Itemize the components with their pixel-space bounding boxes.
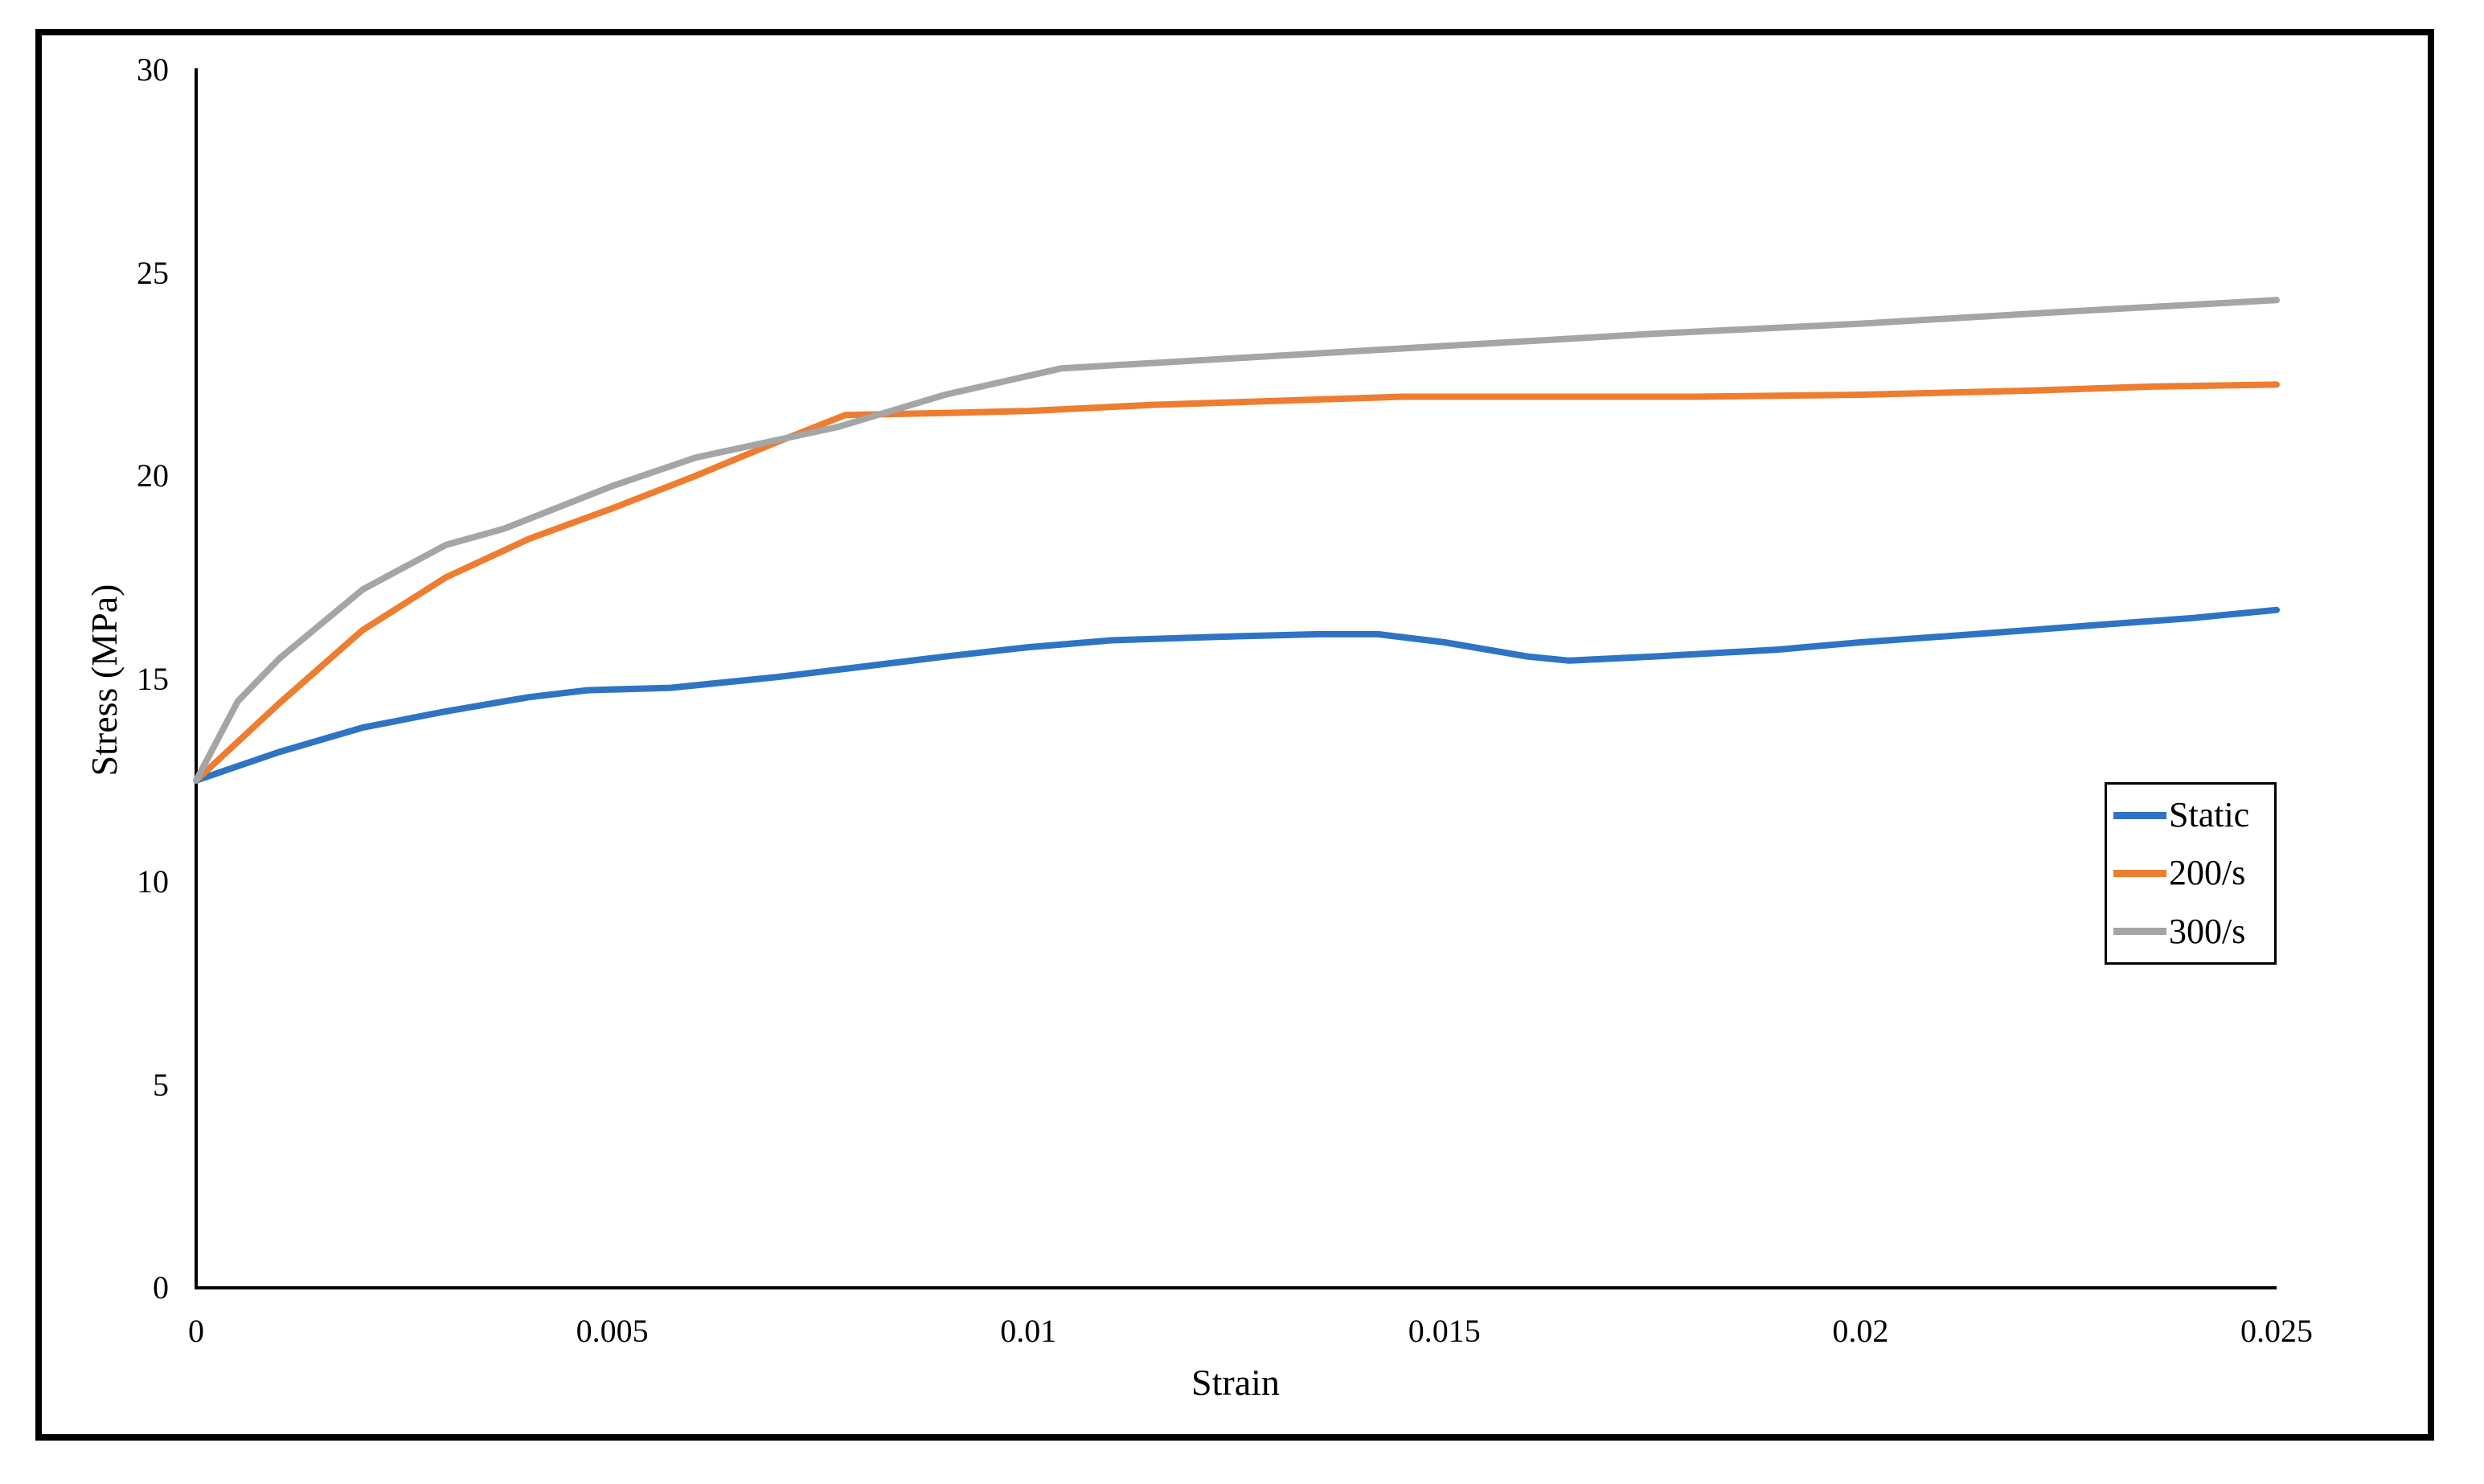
y-tick-label: 5 [153, 1066, 169, 1103]
y-tick-label: 10 [137, 863, 169, 900]
legend-line-swatch [2113, 928, 2166, 936]
x-tick-label: 0.02 [1832, 1313, 1889, 1349]
legend: Static 200/s 300/s [2105, 782, 2277, 965]
x-tick-label: 0.005 [576, 1313, 649, 1349]
series-lines [193, 297, 2280, 784]
legend-label: Static [2169, 795, 2250, 835]
legend-label: 200/s [2169, 853, 2246, 893]
legend-line-swatch [2113, 869, 2166, 877]
y-axis-title: Stress (MPa) [84, 584, 125, 777]
series-line-300-s [193, 297, 2280, 784]
series-line-static [193, 606, 2280, 784]
legend-line-swatch [2113, 811, 2166, 819]
figure-border [35, 29, 2434, 1441]
x-tick-label: 0 [188, 1313, 204, 1349]
y-tick-label: 20 [137, 457, 169, 494]
x-axis-title: Strain [1191, 1362, 1280, 1403]
legend-entry: 300/s [2113, 912, 2274, 951]
legend-label: 300/s [2169, 911, 2246, 951]
x-tick-label: 0.01 [1000, 1313, 1057, 1349]
x-tick-label: 0.015 [1408, 1313, 1481, 1349]
series-line-200-s [193, 381, 2280, 784]
y-tick-label: 0 [153, 1269, 169, 1306]
legend-entry: Static [2113, 796, 2274, 834]
y-tick-label: 30 [137, 51, 169, 88]
legend-entry: 200/s [2113, 854, 2274, 892]
y-tick-label: 25 [137, 254, 169, 291]
y-tick-label: 15 [137, 660, 169, 697]
x-tick-label: 0.025 [2240, 1313, 2313, 1349]
